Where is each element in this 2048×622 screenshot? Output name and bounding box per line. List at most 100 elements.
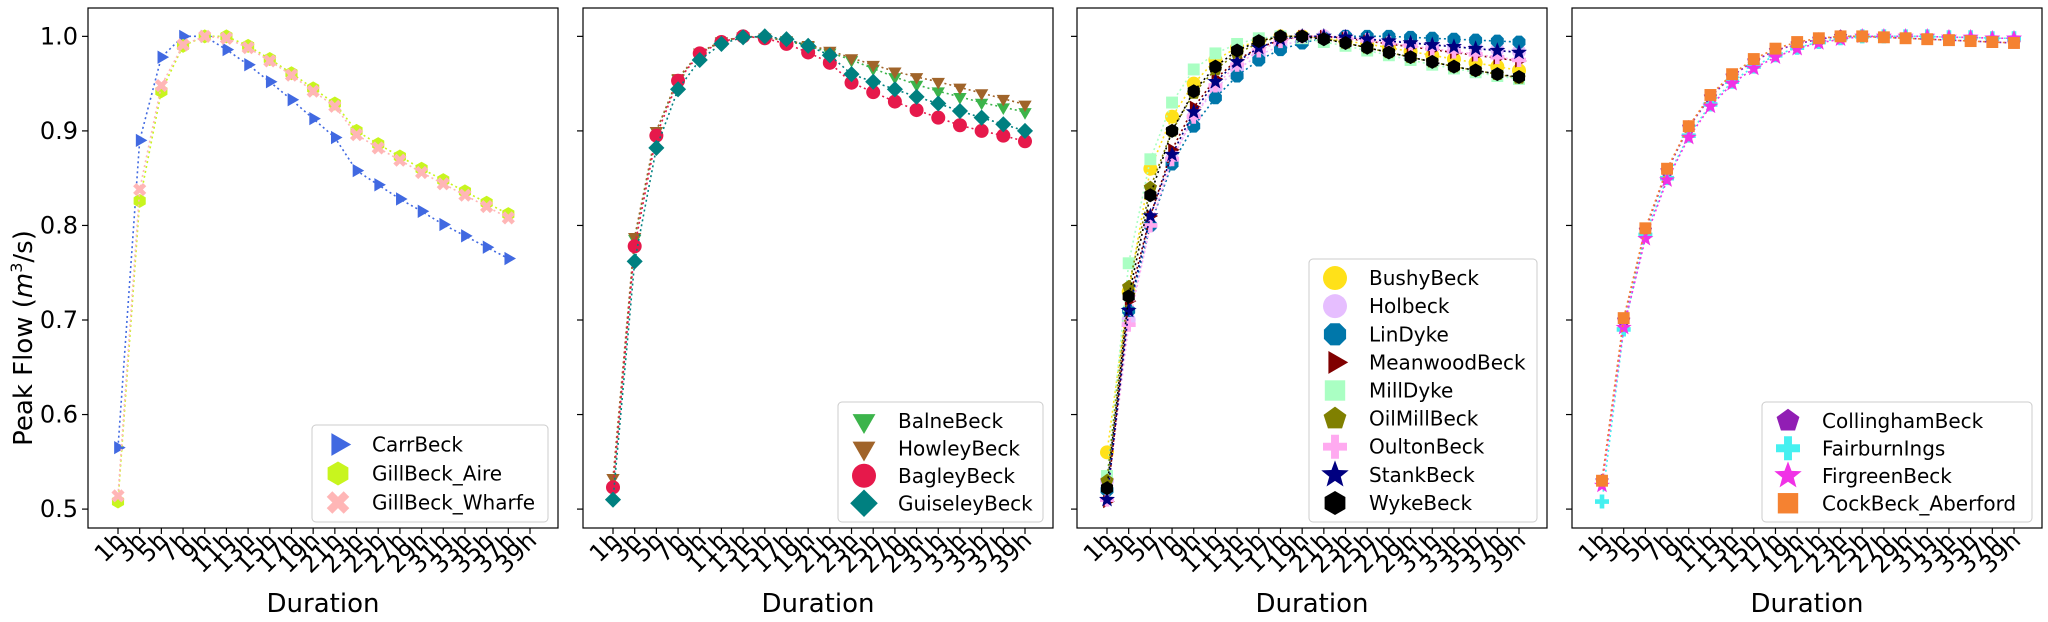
legend-marker (1321, 460, 1349, 487)
data-point (931, 87, 945, 99)
data-point (1018, 100, 1032, 113)
data-point (114, 440, 126, 455)
data-point (1252, 34, 1265, 49)
data-point (1682, 120, 1695, 133)
legend-box (1308, 258, 1538, 523)
y-tick-label: 0.6 (40, 401, 78, 429)
data-point (1274, 29, 1287, 44)
data-point (627, 239, 642, 254)
data-point (133, 182, 147, 197)
data-point (1144, 188, 1157, 203)
data-point (1018, 134, 1032, 149)
legend-marker (1323, 406, 1347, 429)
legend-item: WykeBeck (1324, 490, 1472, 515)
data-point (1339, 35, 1352, 50)
data-point (1165, 123, 1179, 138)
data-point (176, 38, 190, 52)
data-point (1899, 32, 1912, 45)
y-axis-label-main: Peak Flow ( (9, 298, 39, 446)
data-point (1100, 481, 1114, 496)
data-point (996, 94, 1010, 107)
panel-2: 1h3h5h7h9h11h13h15h17h19h21h23h25h27h29h… (577, 7, 1054, 619)
data-point (1166, 96, 1178, 109)
legend-item: CollinghamBeck (1776, 408, 1984, 433)
data-point (1209, 47, 1222, 60)
data-point (1185, 103, 1202, 119)
data-point (800, 37, 817, 54)
legend-item: BagleyBeck (852, 463, 1015, 488)
data-point (865, 73, 882, 90)
legend-label: MeanwoodBeck (1369, 350, 1526, 374)
data-point (306, 84, 320, 98)
data-point (953, 93, 967, 105)
legend-label: FairburnIngs (1822, 436, 1945, 460)
data-point (1018, 108, 1032, 120)
y-tick-label: 0.8 (40, 211, 78, 239)
data-point (1726, 68, 1739, 81)
data-point (953, 83, 967, 96)
legend-marker (1774, 461, 1802, 488)
legend-item: StankBeck (1321, 460, 1475, 487)
data-point (821, 47, 838, 64)
data-point (626, 253, 643, 270)
data-point (1231, 43, 1244, 58)
data-point (222, 42, 235, 57)
legend-item: GuiseleyBeck (850, 489, 1033, 518)
data-point (501, 211, 515, 225)
legend-label: WykeBeck (1369, 491, 1472, 515)
data-point (1469, 33, 1483, 47)
data-point (396, 192, 408, 206)
legend-item: OultonBeck (1323, 434, 1485, 459)
data-point (670, 81, 687, 98)
series-WykeBeck (1100, 29, 1526, 496)
data-point (1296, 29, 1309, 44)
data-point (1361, 40, 1374, 55)
data-point (1617, 312, 1630, 325)
data-point (1187, 63, 1200, 76)
data-point (604, 491, 622, 508)
data-point (263, 54, 277, 68)
data-point (606, 474, 620, 486)
data-point (1595, 494, 1609, 509)
legend-label: BagleyBeck (898, 464, 1015, 488)
data-point (713, 35, 730, 52)
data-point (1490, 50, 1505, 65)
data-point (952, 118, 967, 133)
panel-frame (1076, 7, 1548, 529)
data-point (244, 58, 256, 72)
data-point (330, 130, 343, 145)
legend-marker (326, 491, 350, 514)
data-point (606, 480, 620, 495)
legend-box (1761, 401, 2033, 523)
legend-label: CarrBeck (372, 433, 463, 457)
data-point (1659, 171, 1676, 187)
data-point (1208, 91, 1222, 105)
legend-marker (852, 463, 876, 488)
legend-item: MeanwoodBeck (1328, 350, 1526, 374)
panel-1: 1h3h5h7h9h11h13h15h17h19h21h23h25h27h29h… (40, 7, 559, 619)
legend-marker (852, 414, 876, 434)
data-point (866, 60, 880, 73)
data-point (974, 98, 989, 111)
data-point (393, 153, 407, 167)
x-axis-label: Duration (1256, 589, 1369, 619)
data-point (649, 128, 664, 143)
data-point (1317, 32, 1330, 47)
panel-3: 1h3h5h7h9h11h13h15h17h19h21h23h25h27h29h… (1071, 7, 1548, 619)
legend-item: MillDyke (1324, 379, 1453, 403)
legend-label: GillBeck_Wharfe (372, 491, 535, 515)
data-point (287, 93, 300, 107)
legend-item: Holbeck (1323, 294, 1450, 319)
data-point (1209, 59, 1222, 74)
data-point (1229, 53, 1246, 69)
legend-marker (1323, 434, 1347, 459)
data-point (480, 199, 494, 214)
legend: CarrBeck GillBeck_Aire GillBeck_Wharfe (311, 424, 549, 523)
legend-label: OultonBeck (1369, 435, 1485, 459)
data-point (1207, 73, 1224, 89)
data-point (265, 75, 278, 89)
legend-box (311, 424, 549, 523)
series-GillBeck_Wharfe (111, 29, 515, 503)
data-point (135, 133, 148, 148)
legend-label: OilMillBeck (1369, 407, 1479, 431)
